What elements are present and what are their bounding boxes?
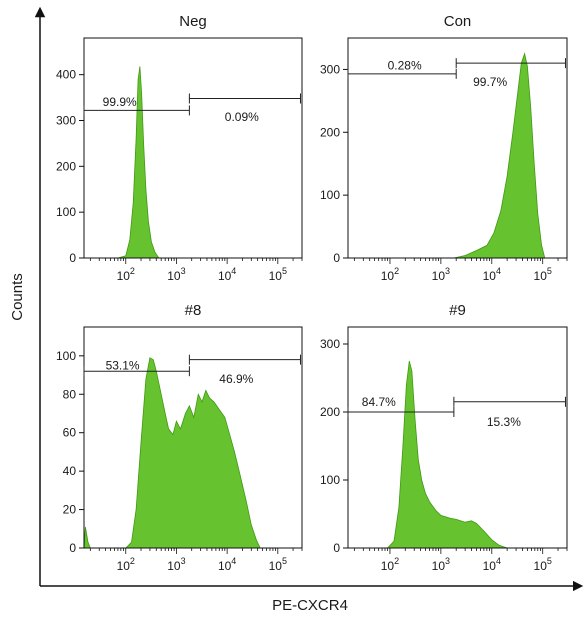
gate-percent-label: 46.9% — [219, 372, 253, 386]
x-tick-label: 102 — [117, 556, 135, 573]
y-tick-label: 100 — [56, 205, 76, 219]
x-tick-label: 102 — [117, 266, 135, 283]
panel-title: #9 — [449, 302, 466, 319]
plot-frame — [83, 326, 303, 549]
gate-percent-label: 0.09% — [225, 110, 259, 124]
gate-percent-label: 53.1% — [106, 358, 140, 372]
figure-y-label: Counts — [9, 273, 26, 321]
histogram-panel: Neg 0 100 200 300 400 102 103 104 105 99.9% 0.09% — [56, 13, 303, 283]
histogram-area — [83, 357, 302, 549]
y-tick-label: 200 — [320, 405, 340, 419]
plot-frame — [347, 37, 568, 259]
gate-percent-label: 84.7% — [362, 395, 396, 409]
y-tick-label: 100 — [320, 473, 340, 487]
x-tick-label: 104 — [483, 266, 501, 283]
y-tick-label: 0 — [69, 541, 76, 555]
histogram-panel: Con 0 100 200 300 102 103 104 105 0.28% 99.7% — [320, 13, 568, 283]
x-tick-label: 105 — [269, 266, 287, 283]
y-tick-label: 300 — [56, 114, 76, 128]
gate-percent-label: 15.3% — [487, 415, 521, 429]
x-tick-label: 103 — [167, 266, 185, 283]
x-tick-label: 104 — [483, 556, 501, 573]
x-tick-label: 103 — [432, 266, 450, 283]
x-tick-label: 104 — [218, 266, 236, 283]
plot-frame — [83, 37, 303, 259]
histogram-panel: #9 0 100 200 300 102 103 104 105 84.7% 15.3% — [320, 302, 568, 573]
x-tick-label: 105 — [534, 266, 552, 283]
y-tick-label: 0 — [333, 251, 340, 265]
x-tick-label: 103 — [432, 556, 450, 573]
gate-percent-label: 99.9% — [103, 95, 137, 109]
y-tick-label: 200 — [320, 125, 340, 139]
y-tick-label: 300 — [320, 62, 340, 76]
gate-percent-label: 0.28% — [388, 59, 422, 73]
y-tick-label: 20 — [63, 503, 77, 517]
histogram-area — [348, 52, 567, 259]
x-tick-label: 102 — [381, 266, 399, 283]
plot-frame — [347, 326, 568, 549]
y-tick-label: 200 — [56, 159, 76, 173]
x-tick-label: 105 — [269, 556, 287, 573]
y-tick-label: 100 — [320, 188, 340, 202]
y-tick-label: 80 — [63, 387, 77, 401]
panel-title: #8 — [185, 302, 202, 319]
x-tick-label: 103 — [167, 556, 185, 573]
y-tick-label: 100 — [56, 349, 76, 363]
y-tick-label: 0 — [333, 541, 340, 555]
panel-title: Neg — [179, 13, 207, 30]
y-tick-label: 0 — [69, 251, 76, 265]
y-tick-label: 300 — [320, 337, 340, 351]
histogram-area — [348, 360, 567, 549]
histogram-panel: #8 0 20 40 60 80 100 102 103 104 105 53.1% 46.9% — [56, 302, 303, 573]
panel-title: Con — [444, 13, 472, 30]
x-tick-label: 105 — [534, 556, 552, 573]
gate-percent-label: 99.7% — [473, 75, 507, 89]
histogram-area — [84, 66, 302, 259]
y-tick-label: 60 — [63, 426, 77, 440]
y-tick-label: 40 — [63, 464, 77, 478]
x-tick-label: 102 — [381, 556, 399, 573]
x-tick-label: 104 — [218, 556, 236, 573]
y-tick-label: 400 — [56, 68, 76, 82]
figure-x-label: PE-CXCR4 — [272, 597, 348, 614]
